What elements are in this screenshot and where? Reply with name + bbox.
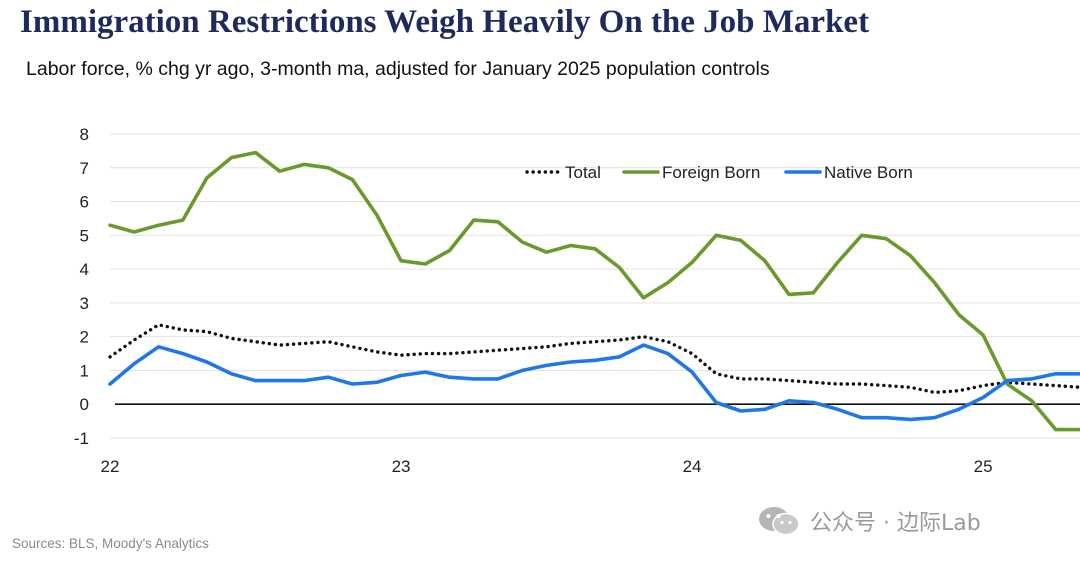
y-axis-ticks: 8 7 6 5 4 3 2 1 0 -1 [74,125,89,448]
legend: Total Foreign Born Native Born [525,163,913,182]
legend-label: Foreign Born [662,163,760,182]
source-note: Sources: BLS, Moody's Analytics [12,536,209,551]
y-tick-label: 1 [80,361,89,380]
x-tick-label: 25 [974,457,993,476]
x-axis-ticks: 22 23 24 25 [101,457,993,476]
legend-label: Total [565,163,601,182]
watermark-text: 公众号 · 边际Lab [810,511,981,536]
y-tick-label: 0 [80,395,89,414]
chart-title: Immigration Restrictions Weigh Heavily O… [20,4,870,40]
grid [110,133,1080,439]
y-tick-label: 2 [80,328,89,347]
y-tick-label: 3 [80,294,89,313]
y-tick-label: 7 [80,159,89,178]
chart-subtitle: Labor force, % chg yr ago, 3-month ma, a… [26,58,770,80]
x-tick-label: 22 [101,457,120,476]
y-tick-label: 6 [80,193,89,212]
y-tick-label: 4 [80,260,89,279]
x-tick-label: 23 [392,457,411,476]
y-tick-label: 5 [80,226,89,245]
legend-label: Native Born [824,163,913,182]
y-tick-label: -1 [74,429,89,448]
series-line-total [108,323,1080,395]
y-tick-label: 8 [80,125,89,144]
series-lines [108,150,1080,432]
series-line-native-born [108,343,1080,422]
watermark: 公众号 · 边际Lab [756,505,981,537]
series-line-foreign-born [108,150,1080,432]
wechat-icon [759,507,800,536]
x-tick-label: 24 [683,457,702,476]
